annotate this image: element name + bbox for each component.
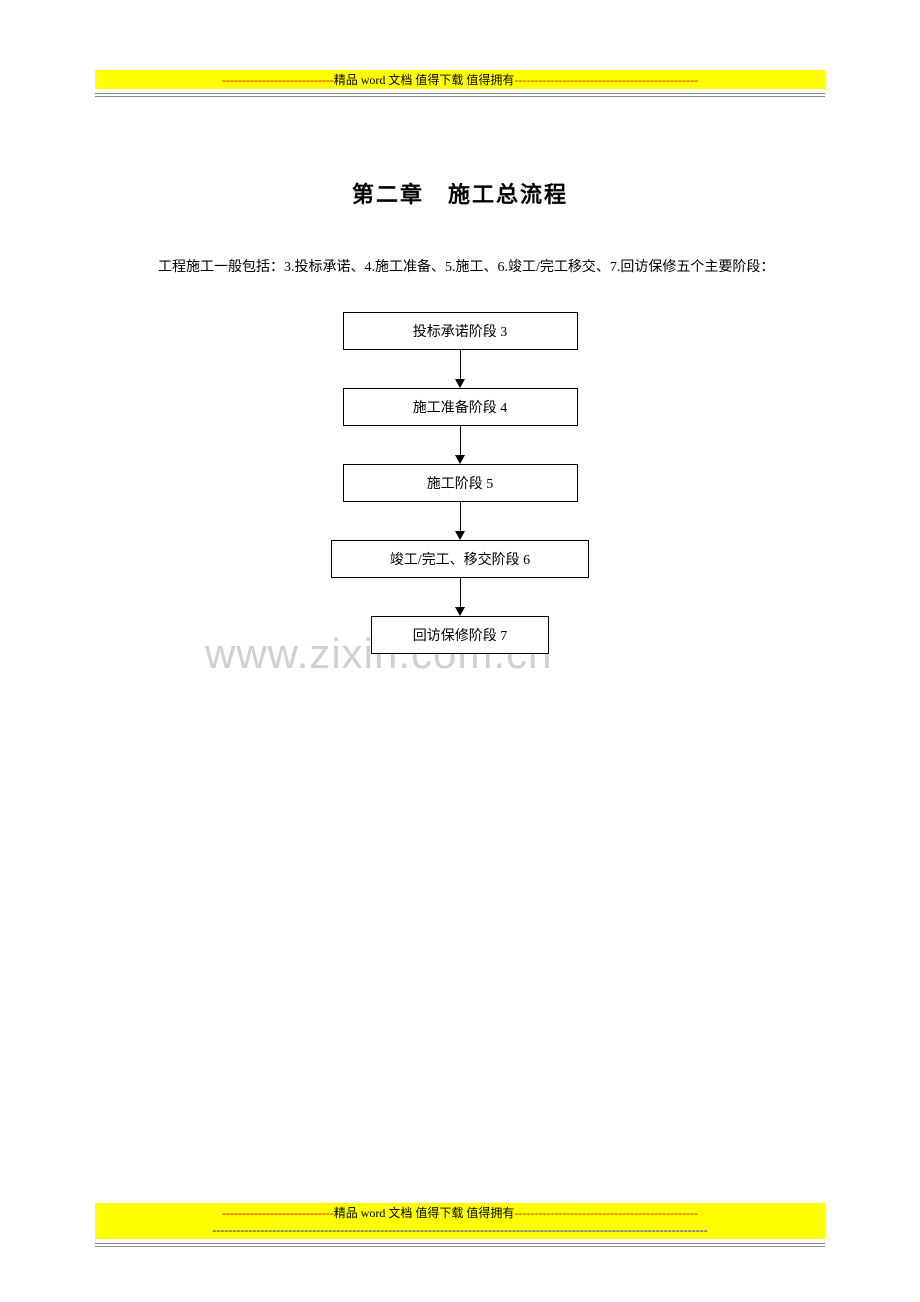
arrow-icon <box>455 502 465 540</box>
header-dash-right: ----------------------------------------… <box>514 73 698 87</box>
chapter-title: 第二章 施工总流程 <box>95 177 825 209</box>
arrow-icon <box>455 578 465 616</box>
footer-text: 精品 word 文档 值得下载 值得拥有 <box>334 1206 515 1220</box>
footer-rule <box>95 1243 825 1247</box>
flow-node: 施工准备阶段 4 <box>343 388 578 426</box>
arrow-icon <box>455 350 465 388</box>
header-rule <box>95 93 825 97</box>
flow-node: 施工阶段 5 <box>343 464 578 502</box>
footer-banner-1: ----------------------------精品 word 文档 值… <box>95 1203 825 1222</box>
arrow-icon <box>455 426 465 464</box>
footer-dash-left: ---------------------------- <box>222 1206 334 1220</box>
header-dash-left: ---------------------------- <box>222 73 334 87</box>
flow-node: 竣工/完工、移交阶段 6 <box>331 540 589 578</box>
header-banner: ----------------------------精品 word 文档 值… <box>95 70 825 89</box>
body-paragraph: 工程施工一般包括：3.投标承诺、4.施工准备、5.施工、6.竣工/完工移交、7.… <box>130 254 790 282</box>
flow-node: 投标承诺阶段 3 <box>343 312 578 350</box>
footer-banner-2: ----------------------------------------… <box>95 1222 825 1239</box>
flow-node: 回访保修阶段 7 <box>371 616 549 654</box>
page: ----------------------------精品 word 文档 值… <box>0 0 920 1302</box>
header-text: 精品 word 文档 值得下载 值得拥有 <box>334 73 515 87</box>
footer: ----------------------------精品 word 文档 值… <box>95 1203 825 1247</box>
flowchart: 投标承诺阶段 3 施工准备阶段 4 施工阶段 5 竣工/完工、移交阶段 6 回访… <box>95 312 825 654</box>
footer-dash-right: ----------------------------------------… <box>514 1206 698 1220</box>
